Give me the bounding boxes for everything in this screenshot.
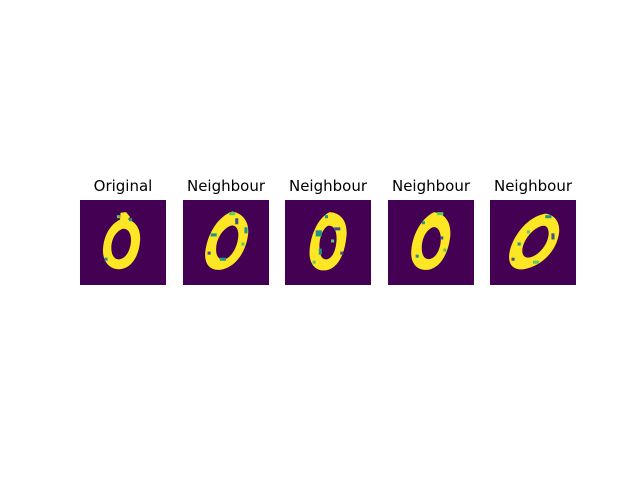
panel-title: Neighbour (288, 177, 368, 195)
panel-neighbour-4: Neighbour (490, 176, 576, 285)
digit-image-neighbour-1 (183, 200, 269, 285)
panel-title: Neighbour (186, 177, 266, 195)
digit-image-neighbour-2 (285, 200, 371, 285)
digit-image-neighbour-4 (490, 200, 576, 285)
digit-image-original (80, 200, 166, 285)
panel-title: Neighbour (493, 177, 573, 195)
digit-image-neighbour-3 (388, 200, 474, 285)
panel-original: Original (80, 176, 166, 285)
digit-heatmap (388, 200, 474, 285)
panel-title: Original (93, 177, 153, 195)
panel-neighbour-1: Neighbour (183, 176, 269, 285)
panel-title: Neighbour (391, 177, 471, 195)
digit-heatmap (80, 200, 166, 285)
digit-heatmap (490, 200, 576, 285)
digit-heatmap (285, 200, 371, 285)
panel-neighbour-3: Neighbour (388, 176, 474, 285)
panel-neighbour-2: Neighbour (285, 176, 371, 285)
digit-heatmap (183, 200, 269, 285)
